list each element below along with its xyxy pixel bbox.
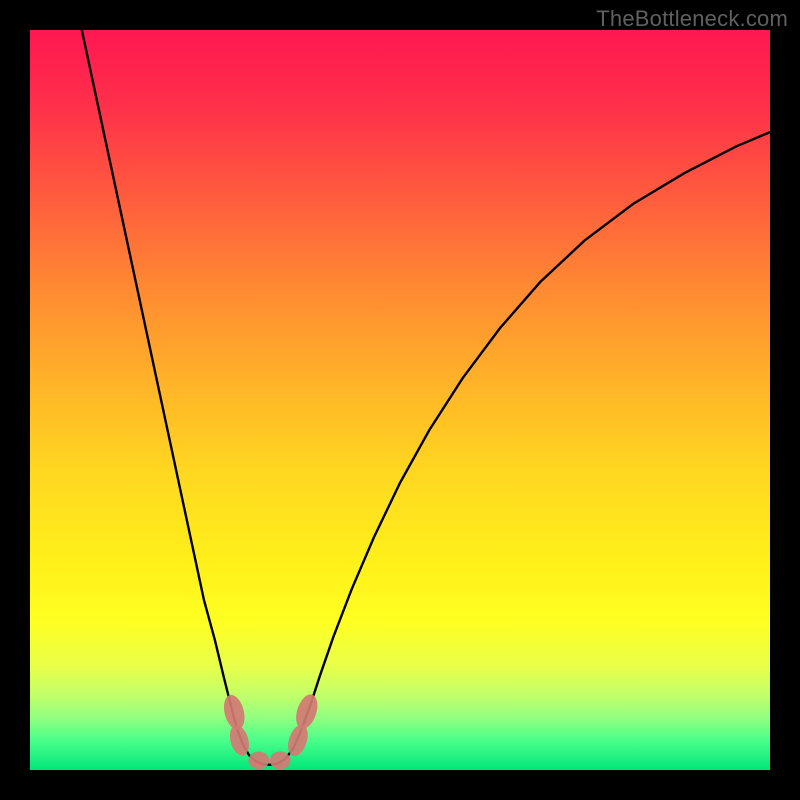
watermark-text: TheBottleneck.com (596, 6, 788, 32)
bottleneck-chart (0, 0, 800, 800)
gradient-background (30, 30, 770, 770)
highlight-blob (248, 752, 269, 770)
highlight-blob (270, 752, 291, 770)
